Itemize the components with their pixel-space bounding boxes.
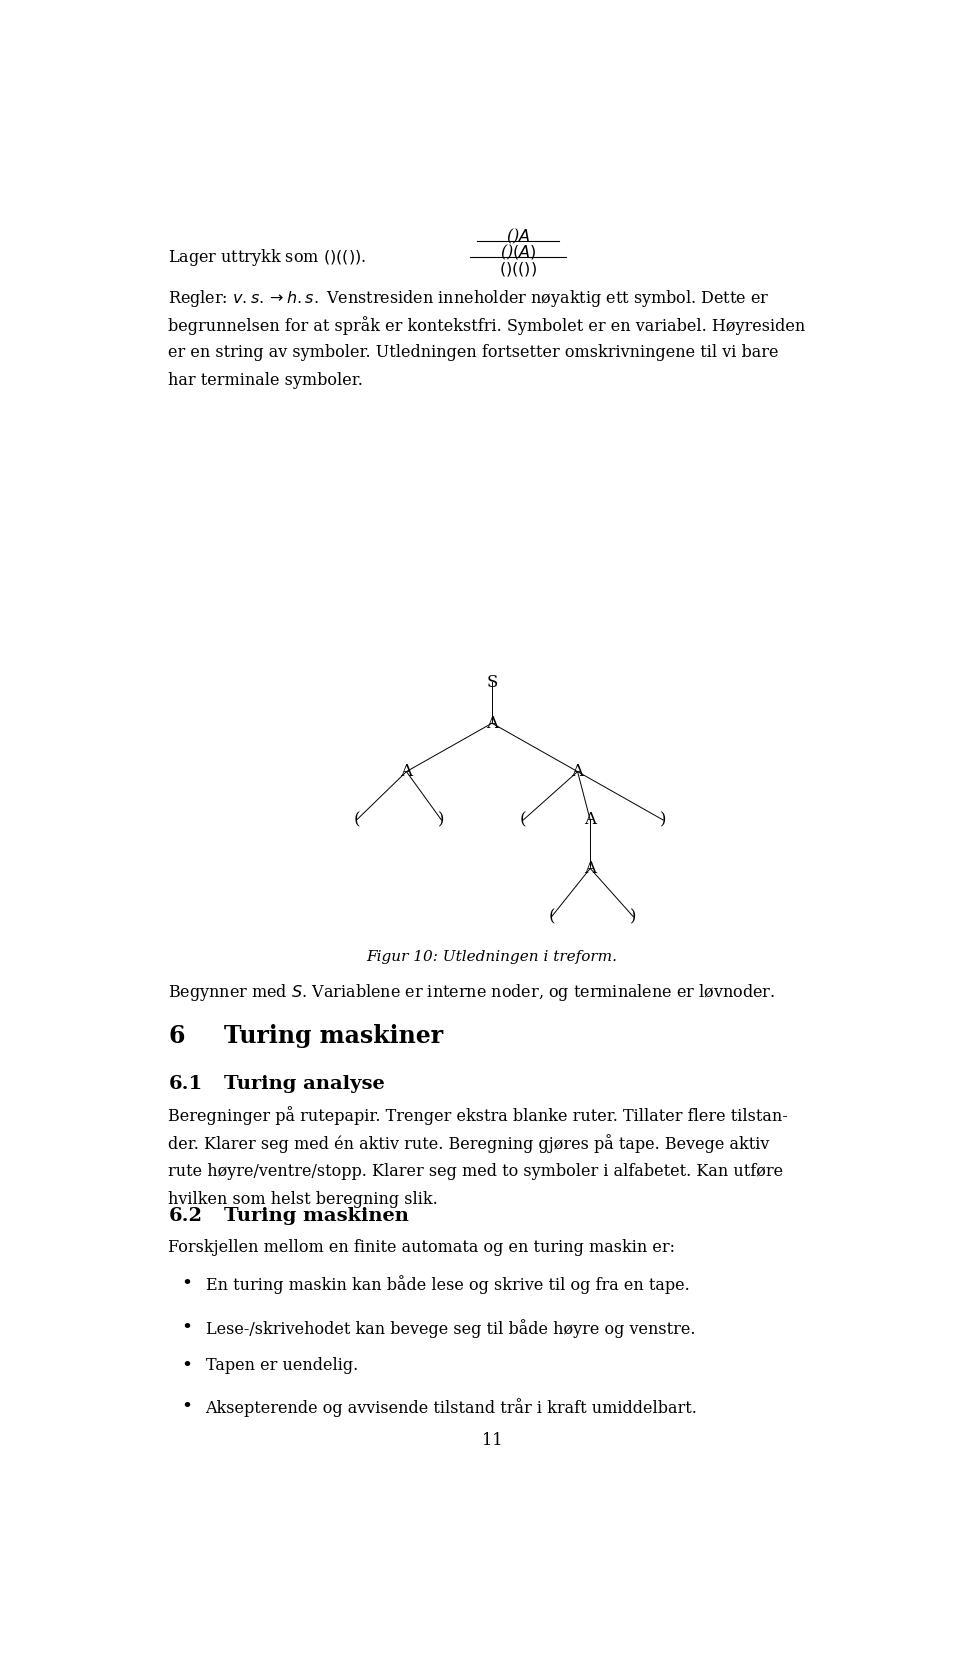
- Text: ): ): [438, 812, 444, 829]
- Text: ): ): [630, 908, 636, 925]
- Text: Figur 10: Utledningen i treform.: Figur 10: Utledningen i treform.: [367, 949, 617, 964]
- Text: hvilken som helst beregning slik.: hvilken som helst beregning slik.: [168, 1191, 438, 1207]
- Text: der. Klarer seg med én aktiv rute. Beregning gjøres på tape. Bevege aktiv: der. Klarer seg med én aktiv rute. Bereg…: [168, 1135, 770, 1153]
- Text: Turing maskiner: Turing maskiner: [225, 1024, 444, 1047]
- Text: er en string av symboler. Utledningen fortsetter omskrivningene til vi bare: er en string av symboler. Utledningen fo…: [168, 344, 779, 361]
- Text: rute høyre/ventre/stopp. Klarer seg med to symboler i alfabetet. Kan utføre: rute høyre/ventre/stopp. Klarer seg med …: [168, 1163, 783, 1179]
- Text: 6.1: 6.1: [168, 1075, 203, 1093]
- Text: Beregninger på rutepapir. Trenger ekstra blanke ruter. Tillater flere tilstan-: Beregninger på rutepapir. Trenger ekstra…: [168, 1107, 788, 1125]
- Text: Aksepterende og avvisende tilstand trår i kraft umiddelbart.: Aksepterende og avvisende tilstand trår …: [205, 1398, 697, 1417]
- Text: A: A: [571, 762, 584, 781]
- Text: Begynner med $S$. Variablene er interne noder, og terminalene er løvnoder.: Begynner med $S$. Variablene er interne …: [168, 982, 776, 1002]
- Text: (: (: [520, 812, 526, 829]
- Text: A: A: [486, 715, 498, 731]
- Text: A: A: [400, 762, 413, 781]
- Text: har terminale symboler.: har terminale symboler.: [168, 372, 363, 389]
- Text: ()$A$: ()$A$: [506, 227, 530, 246]
- Text: A: A: [585, 812, 596, 829]
- Text: Lager uttrykk som $()(())$.: Lager uttrykk som $()(())$.: [168, 246, 367, 268]
- Text: S: S: [487, 673, 497, 691]
- Text: •: •: [181, 1275, 193, 1293]
- Text: Tapen er uendelig.: Tapen er uendelig.: [205, 1358, 358, 1374]
- Text: (: (: [548, 908, 555, 925]
- Text: 6.2: 6.2: [168, 1207, 203, 1226]
- Text: $()(())$: $()(())$: [499, 260, 537, 278]
- Text: (: (: [353, 812, 360, 829]
- Text: begrunnelsen for at språk er kontekstfri. Symbolet er en variabel. Høyresiden: begrunnelsen for at språk er kontekstfri…: [168, 316, 805, 334]
- Text: •: •: [181, 1358, 193, 1376]
- Text: Turing maskinen: Turing maskinen: [225, 1207, 409, 1226]
- Text: 11: 11: [482, 1432, 502, 1449]
- Text: A: A: [585, 860, 596, 877]
- Text: •: •: [181, 1398, 193, 1416]
- Text: Regler: $v.s. \rightarrow h.s.$ Venstresiden inneholder nøyaktig ett symbol. Det: Regler: $v.s. \rightarrow h.s.$ Venstres…: [168, 288, 770, 309]
- Text: ): ): [660, 812, 666, 829]
- Text: ()$(A)$: ()$(A)$: [500, 243, 537, 263]
- Text: •: •: [181, 1320, 193, 1336]
- Text: Turing analyse: Turing analyse: [225, 1075, 385, 1093]
- Text: Forskjellen mellom en finite automata og en turing maskin er:: Forskjellen mellom en finite automata og…: [168, 1239, 676, 1255]
- Text: Lese-/skrivehodet kan bevege seg til både høyre og venstre.: Lese-/skrivehodet kan bevege seg til båd…: [205, 1320, 695, 1338]
- Text: En turing maskin kan både lese og skrive til og fra en tape.: En turing maskin kan både lese og skrive…: [205, 1275, 689, 1293]
- Text: 6: 6: [168, 1024, 185, 1047]
